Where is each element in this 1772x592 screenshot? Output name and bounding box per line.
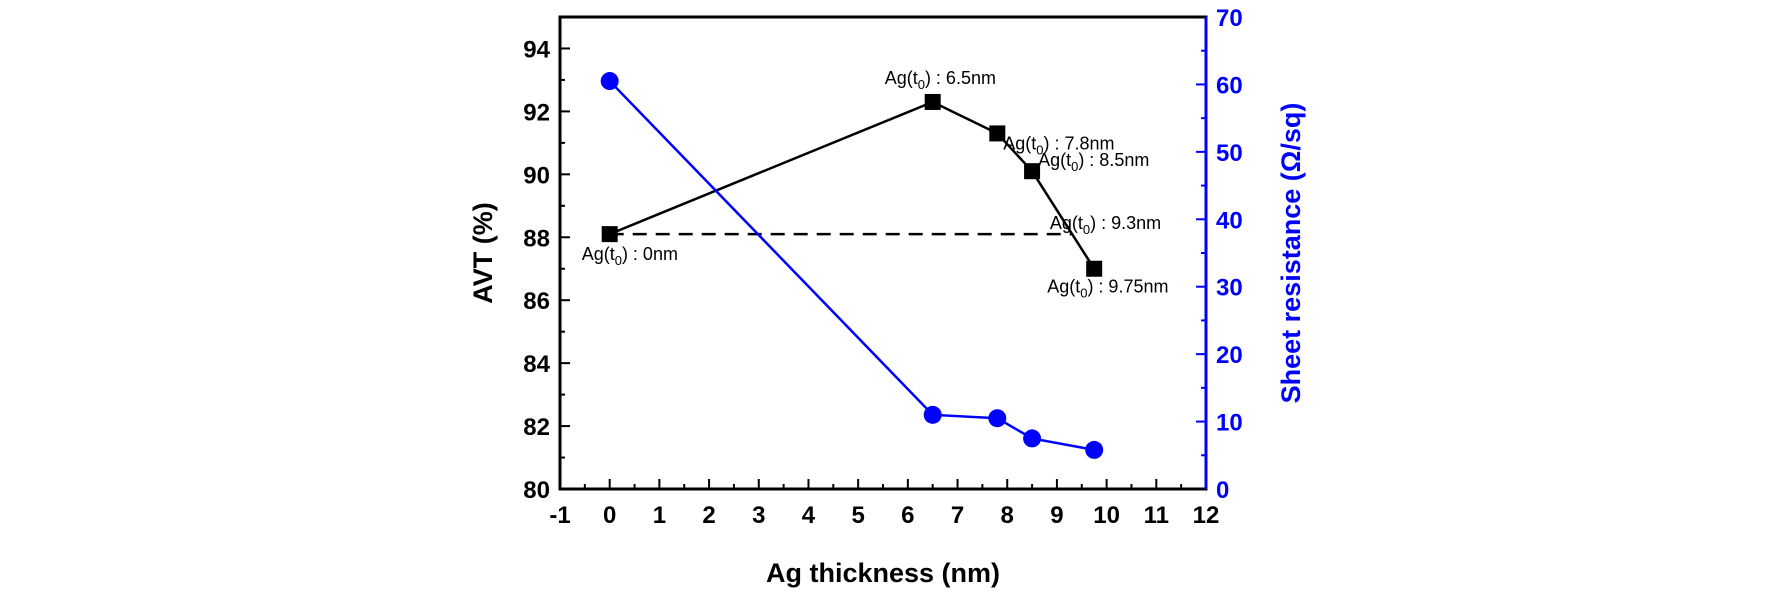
x-tick-label: -1 [549,502,570,529]
avt-point [989,125,1006,142]
point-annotation: Ag(t0) : 7.8nm [1003,133,1114,157]
y-tick-label: 92 [523,99,550,126]
sheet-resistance-point [988,409,1007,428]
y2-tick-label: 10 [1216,410,1243,437]
x-tick-label: 2 [702,502,715,529]
y-tick-label: 80 [523,477,550,504]
y-tick-label: 88 [523,225,550,252]
x-axis-title: Ag thickness (nm) [766,558,1000,588]
point-annotation: Ag(t0) : 9.75nm [1047,277,1168,301]
x-tick-label: 11 [1144,502,1169,529]
y2-tick-label: 0 [1216,477,1229,504]
avt-line [609,100,1096,270]
x-tick-label: 4 [802,502,816,529]
series-markers [600,72,1104,459]
x-tick-label: 12 [1193,502,1220,529]
x-tick-label: 3 [752,502,765,529]
annotations: Ag(t0) : 0nm Ag(t0) : 6.5nm Ag(t0) : 7.8nm… [582,68,1169,301]
y2-axis-title: Sheet resistance (Ω/sq) [1276,103,1306,404]
y2-tick-label: 60 [1216,72,1243,99]
x-tick-label: 8 [1001,502,1014,529]
sheet-resistance-point [600,72,619,91]
point-annotation: Ag(t0) : 9.3nm [1050,213,1161,237]
y2-tick-label: 50 [1216,140,1243,167]
x-tick-label: 5 [851,502,864,529]
y-axis-title: AVT (%) [468,202,498,304]
y2-tick-label: 70 [1216,5,1243,32]
tick-labels: -1 0 1 2 3 4 5 6 7 8 9 10 11 128082848688909294010203… [523,5,1242,529]
y-tick-label: 94 [523,36,550,63]
avt-point [1024,163,1041,180]
x-tick-label: 0 [603,502,616,529]
y-tick-label: 86 [523,288,550,315]
y2-tick-label: 20 [1216,342,1243,369]
y2-tick-label: 40 [1216,207,1243,234]
y-tick-label: 90 [523,162,550,189]
sheet-resistance-point [923,405,942,424]
x-tick-label: 1 [653,502,666,529]
y-tick-label: 84 [523,351,550,378]
avt-point [1086,260,1103,277]
point-annotation: Ag(t0) : 0nm [582,244,678,268]
sheet-resistance-point [1023,429,1042,448]
sheet-resistance-point [1085,440,1104,459]
x-tick-label: 10 [1093,502,1120,529]
x-tick-label: 9 [1050,502,1063,529]
point-annotation: Ag(t0) : 6.5nm [885,68,996,92]
y-tick-label: 82 [523,414,550,441]
x-tick-label: 6 [901,502,914,529]
avt-point [924,93,941,110]
x-tick-label: 7 [951,502,964,529]
point-annotation: Ag(t0) : 8.5nm [1038,150,1149,174]
y2-tick-label: 30 [1216,275,1243,302]
avt-point [601,226,618,243]
